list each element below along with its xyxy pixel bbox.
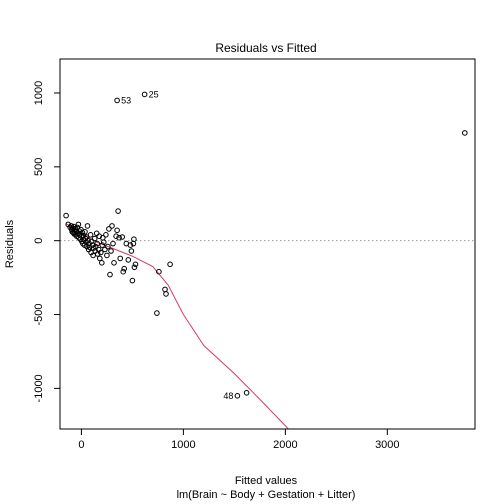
data-point [88, 233, 93, 238]
data-point [118, 256, 123, 261]
data-point [104, 233, 109, 238]
data-point [109, 249, 114, 254]
y-axis: -1000 -500 0 500 1000 [33, 81, 60, 403]
x-tick-label: 0 [78, 439, 84, 451]
data-point [129, 249, 134, 254]
y-tick-label: 1000 [33, 81, 45, 105]
data-point [132, 265, 137, 270]
point-label: 48 [223, 391, 233, 401]
x-axis: 0 1000 2000 3000 [78, 429, 399, 451]
data-point [168, 262, 173, 267]
data-point [235, 394, 240, 399]
x-tick-label: 2000 [273, 439, 297, 451]
data-point [108, 272, 113, 277]
y-tick-label: 500 [33, 158, 45, 176]
point-labels-layer: 53 25 48 [121, 89, 233, 400]
y-tick-label: -1000 [33, 374, 45, 402]
data-point [244, 391, 249, 396]
data-point [122, 266, 127, 271]
data-point [100, 261, 105, 266]
y-tick-label: 0 [33, 238, 45, 244]
points-layer [64, 92, 467, 398]
x-tick-label: 1000 [171, 439, 195, 451]
data-point [76, 222, 81, 227]
y-axis-label: Residuals [4, 219, 16, 268]
data-point [120, 235, 125, 240]
data-point [92, 236, 97, 241]
y-tick-label: -500 [33, 304, 45, 326]
data-point [98, 256, 103, 261]
data-point [105, 253, 110, 258]
data-point [155, 311, 160, 316]
chart-title: Residuals vs Fitted [215, 41, 316, 55]
data-point [142, 92, 147, 97]
data-point [163, 287, 168, 292]
data-point [115, 228, 120, 233]
data-point [121, 269, 126, 274]
data-point [64, 213, 69, 218]
data-point [111, 241, 116, 246]
data-point [132, 237, 137, 242]
data-point [133, 262, 138, 267]
data-point [130, 278, 135, 283]
x-tick-label: 3000 [375, 439, 399, 451]
plot-area: 53 25 48 [60, 59, 475, 429]
data-point [94, 231, 99, 236]
point-label: 53 [121, 95, 131, 105]
plot-frame [60, 59, 475, 429]
x-axis-model-label: lm(Brain ~ Body + Gestation + Litter) [177, 489, 356, 501]
data-point [110, 224, 115, 229]
point-label: 25 [149, 89, 159, 99]
data-point [463, 131, 468, 136]
x-axis-label: Fitted values [235, 475, 298, 487]
data-point [115, 98, 120, 103]
data-point [164, 292, 169, 297]
data-point [116, 209, 121, 214]
data-point [112, 261, 117, 266]
data-point [85, 224, 90, 229]
data-point [126, 258, 131, 263]
